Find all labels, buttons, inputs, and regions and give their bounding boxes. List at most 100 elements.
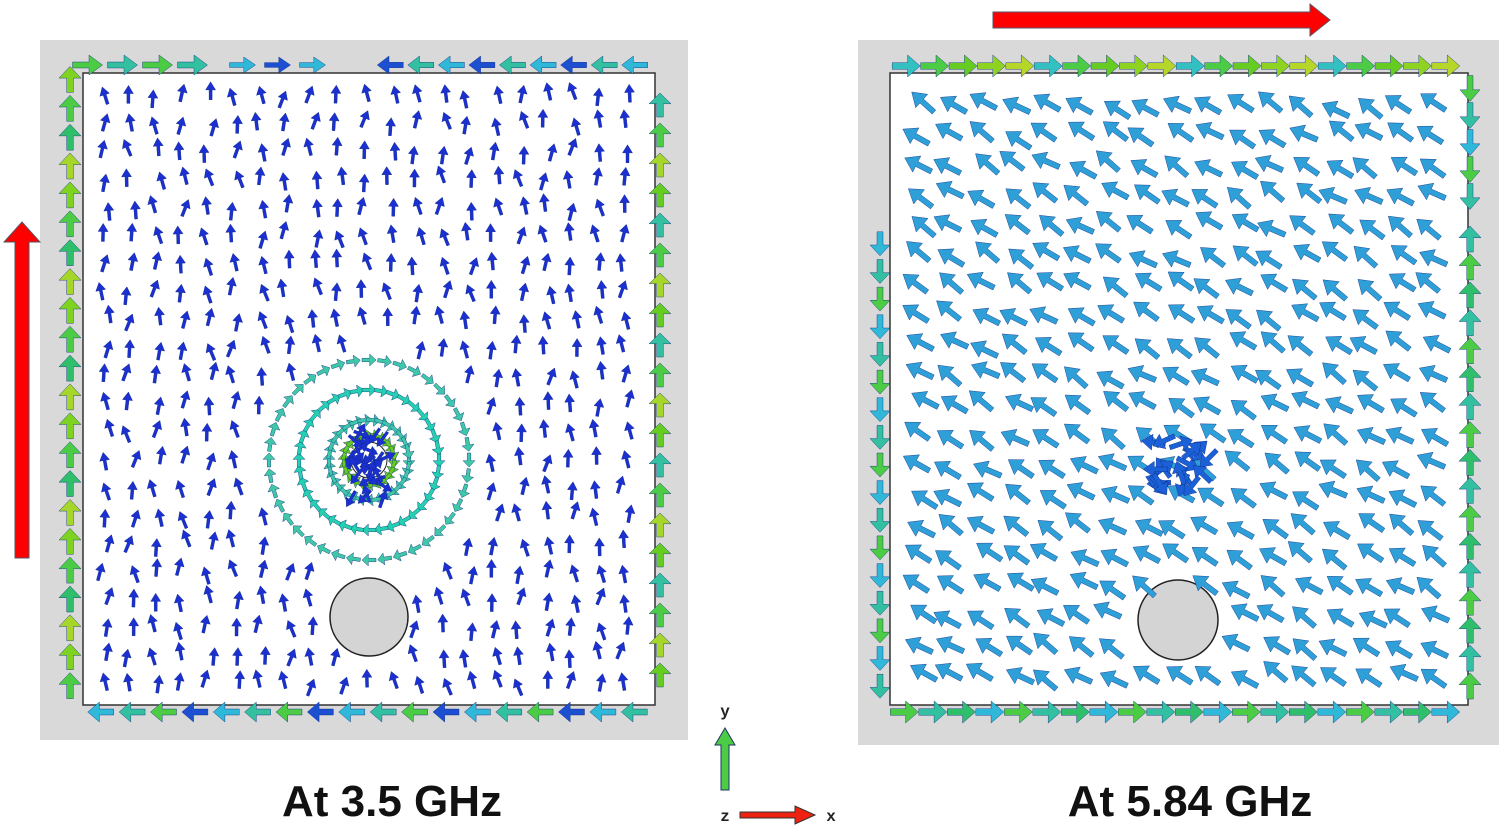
vector-arrow xyxy=(361,668,373,688)
vector-arrow xyxy=(204,168,215,187)
vector-arrow xyxy=(1352,369,1379,392)
vector-arrow xyxy=(257,230,268,249)
vector-arrow xyxy=(619,194,630,213)
vector-arrow xyxy=(147,89,159,109)
vector-arrow xyxy=(338,701,365,723)
vector-arrow xyxy=(1289,215,1316,236)
vector-arrow xyxy=(1101,427,1126,451)
vector-arrow xyxy=(127,480,138,500)
vector-arrow xyxy=(99,452,110,471)
vector-arrow xyxy=(519,196,530,215)
vector-arrow xyxy=(442,280,453,299)
vector-arrow xyxy=(617,280,628,299)
vector-arrow xyxy=(127,252,139,271)
vector-arrow xyxy=(433,586,445,605)
vector-arrow xyxy=(363,449,377,465)
vector-arrow xyxy=(277,90,288,109)
vector-arrow xyxy=(152,137,164,157)
vector-arrow xyxy=(976,542,1004,563)
vector-arrow xyxy=(1324,396,1354,415)
vector-arrow xyxy=(180,199,191,218)
vector-arrow xyxy=(1326,575,1354,596)
vector-arrow xyxy=(1419,158,1447,179)
vector-arrow xyxy=(493,165,505,185)
vector-arrow xyxy=(1128,391,1157,410)
vector-arrow xyxy=(1099,638,1125,660)
vector-arrow xyxy=(1200,247,1227,269)
vector-arrow xyxy=(318,508,331,520)
vector-arrow xyxy=(150,592,162,612)
vector-arrow xyxy=(334,230,345,249)
vector-arrow xyxy=(58,123,82,151)
vector-arrow xyxy=(624,421,635,440)
vector-arrow xyxy=(154,341,165,361)
vector-arrow xyxy=(588,418,600,438)
vector-arrow xyxy=(1162,543,1190,564)
vector-arrow xyxy=(436,165,447,184)
vector-arrow xyxy=(1008,248,1035,270)
vector-arrow xyxy=(565,423,576,442)
vector-arrow xyxy=(180,390,191,409)
vector-arrow xyxy=(918,700,948,724)
vector-arrow xyxy=(892,54,921,78)
vector-arrow xyxy=(305,678,317,697)
vector-arrow xyxy=(244,701,271,723)
vector-arrow xyxy=(280,137,291,157)
vector-arrow xyxy=(203,585,214,604)
vector-arrow xyxy=(1420,485,1447,507)
vector-arrow xyxy=(58,412,82,439)
vector-arrow xyxy=(1317,54,1347,78)
vector-arrow xyxy=(151,420,162,439)
vector-arrow xyxy=(128,617,140,637)
vector-arrow xyxy=(947,700,976,724)
vector-arrow xyxy=(571,338,583,357)
vector-arrow xyxy=(121,648,132,668)
vector-arrow xyxy=(545,618,556,637)
vector-arrow xyxy=(513,646,524,666)
vector-arrow xyxy=(1134,272,1163,292)
vector-arrow xyxy=(1230,488,1257,509)
vector-arrow xyxy=(401,460,415,476)
vector-arrow xyxy=(489,620,501,639)
vector-arrow xyxy=(347,434,363,448)
vector-arrow xyxy=(869,480,891,505)
vector-arrow xyxy=(1260,700,1290,724)
vector-arrow xyxy=(1256,309,1282,332)
vector-arrow xyxy=(104,304,115,324)
vector-arrow xyxy=(1358,97,1384,120)
vector-arrow xyxy=(282,512,294,526)
vector-arrow xyxy=(283,249,295,269)
vector-arrow xyxy=(491,117,502,137)
vector-arrow xyxy=(1254,155,1284,173)
vector-arrow xyxy=(259,646,271,665)
vector-arrow xyxy=(275,701,303,723)
vector-arrow xyxy=(151,251,163,270)
vector-arrow xyxy=(1031,151,1061,170)
vector-arrow xyxy=(1226,549,1253,571)
vector-arrow xyxy=(1458,616,1482,644)
vector-arrow xyxy=(310,499,322,512)
vector-arrow xyxy=(1037,519,1064,542)
vector-arrow xyxy=(1064,394,1092,416)
vector-arrow xyxy=(309,409,321,422)
vector-arrow xyxy=(358,173,370,193)
vector-arrow xyxy=(1458,505,1482,532)
vector-arrow xyxy=(1321,100,1351,120)
vector-arrow xyxy=(232,313,243,332)
vector-arrow xyxy=(1070,549,1100,568)
vector-arrow xyxy=(1003,545,1031,566)
vector-arrow xyxy=(1036,608,1066,627)
vector-arrow xyxy=(262,452,276,468)
vector-arrow xyxy=(966,515,996,535)
vector-arrow xyxy=(411,594,423,614)
vector-arrow xyxy=(293,465,307,480)
vector-arrow xyxy=(198,144,210,163)
vector-arrow xyxy=(258,536,270,555)
vector-arrow xyxy=(407,55,434,75)
vector-arrow xyxy=(537,224,548,243)
vector-arrow xyxy=(492,669,503,688)
vector-arrow xyxy=(386,519,401,533)
vector-arrow xyxy=(154,508,166,528)
vector-arrow xyxy=(969,121,995,144)
